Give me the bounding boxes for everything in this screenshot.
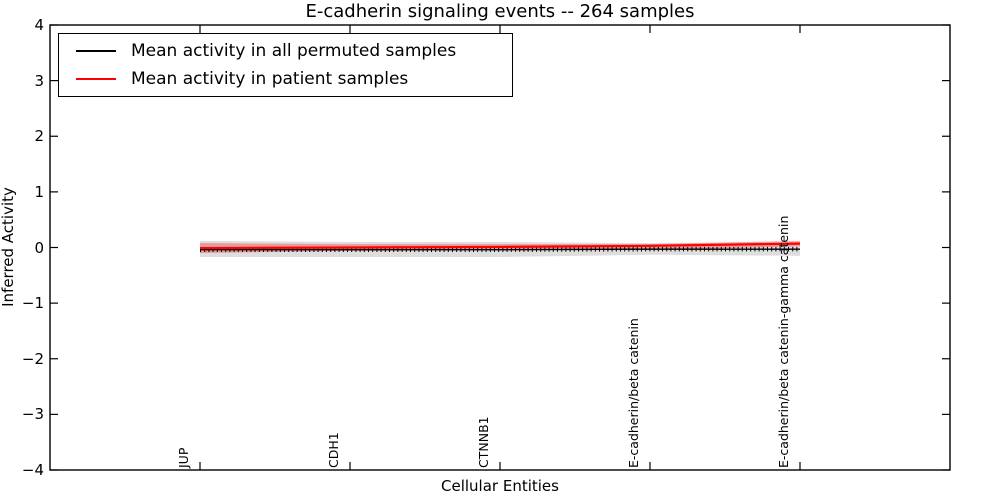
legend-label-permuted: Mean activity in all permuted samples bbox=[131, 41, 457, 61]
y-tick-label: −1 bbox=[21, 294, 44, 313]
x-tick-label: CDH1 bbox=[326, 432, 341, 468]
legend-line-sample-red bbox=[76, 78, 116, 80]
y-tick-label: 3 bbox=[34, 71, 44, 90]
y-tick-label: 1 bbox=[34, 182, 44, 201]
plot-border bbox=[49, 24, 951, 471]
y-tick-label: −3 bbox=[21, 405, 44, 424]
x-tick-label: E-cadherin/beta catenin-gamma catenin bbox=[776, 215, 791, 468]
y-tick-label: −4 bbox=[21, 461, 44, 479]
y-tick-label: 0 bbox=[34, 238, 44, 257]
series-markers-0 bbox=[200, 246, 800, 252]
x-tick-label: E-cadherin/beta catenin bbox=[626, 318, 641, 468]
y-tick-label: −2 bbox=[21, 349, 44, 368]
x-axis-label: Cellular Entities bbox=[441, 477, 559, 495]
legend-entry-permuted: Mean activity in all permuted samples bbox=[59, 37, 512, 65]
legend-label-patient: Mean activity in patient samples bbox=[131, 69, 409, 89]
x-tick-label: JUP bbox=[176, 447, 191, 468]
x-tick-label: CTNNB1 bbox=[476, 416, 491, 468]
legend: Mean activity in all permuted samples Me… bbox=[58, 33, 513, 97]
y-tick-label: 2 bbox=[34, 127, 44, 146]
series-line-0 bbox=[200, 248, 800, 251]
y-tick-label: 4 bbox=[34, 16, 44, 34]
legend-entry-patient: Mean activity in patient samples bbox=[59, 65, 512, 93]
legend-line-sample-black bbox=[76, 50, 116, 52]
series-line-1 bbox=[199, 242, 801, 250]
chart-title: E-cadherin signaling events -- 264 sampl… bbox=[305, 1, 695, 22]
